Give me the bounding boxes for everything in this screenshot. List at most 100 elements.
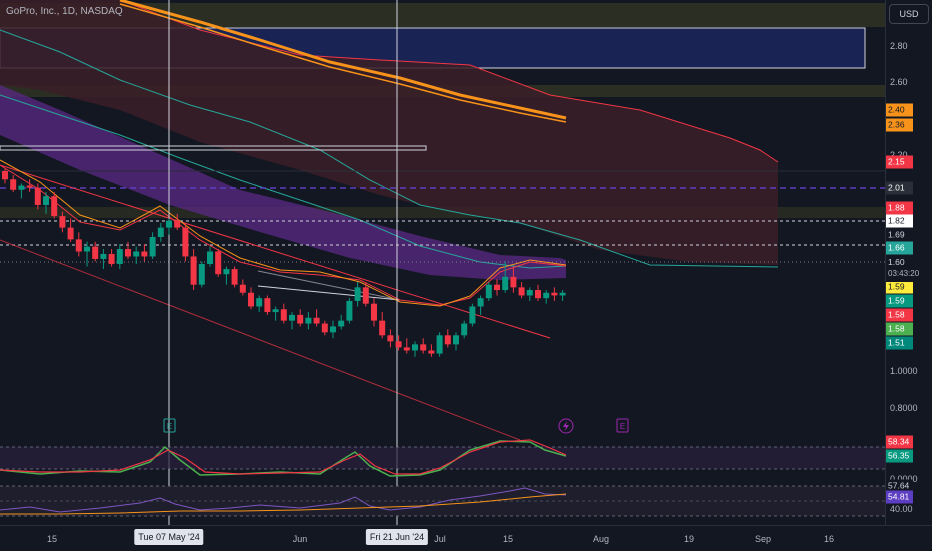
candle-body-42[interactable] <box>346 300 353 321</box>
red-trendline-lower[interactable] <box>0 239 521 441</box>
candle-body-38[interactable] <box>313 317 320 324</box>
candle-body-24[interactable] <box>198 263 205 285</box>
candle-body-23[interactable] <box>190 256 197 285</box>
candle-body-10[interactable] <box>84 246 90 252</box>
time-tick-15-jul: 15 <box>502 534 514 544</box>
candle-body-48[interactable] <box>395 341 402 348</box>
candle-body-59[interactable] <box>485 284 492 299</box>
candle-body-32[interactable] <box>264 298 271 313</box>
candle-body-1[interactable] <box>10 179 17 190</box>
last-price-label: 1.60 <box>888 257 905 267</box>
candle-body-43[interactable] <box>354 287 361 301</box>
price-tick-2-20: 2.20 <box>890 150 908 160</box>
crosshair-date-label-2: Fri 21 Jun '24 <box>365 529 429 545</box>
price-tick-0-80: 0.8000 <box>890 403 918 413</box>
earnings-event-marker[interactable]: E <box>163 418 176 433</box>
candle-body-11[interactable] <box>92 246 99 259</box>
candle-body-54[interactable] <box>444 335 451 345</box>
candle-body-36[interactable] <box>297 314 304 324</box>
candle-body-45[interactable] <box>371 303 377 321</box>
candle-body-5[interactable] <box>43 196 49 205</box>
candle-body-22[interactable] <box>182 227 189 257</box>
candle-body-66[interactable] <box>543 292 550 299</box>
candle-body-9[interactable] <box>75 239 82 252</box>
candle-body-16[interactable] <box>133 251 140 257</box>
candle-body-50[interactable] <box>412 344 418 351</box>
candle-body-21[interactable] <box>174 220 181 228</box>
price-badge-7: 1.66 <box>886 241 913 255</box>
time-axis[interactable] <box>0 525 932 551</box>
red-trendline-upper[interactable] <box>0 164 551 339</box>
price-badge-0: 2.40 <box>886 103 913 117</box>
chart-title: GoPro, Inc., 1D, NASDAQ <box>6 6 123 17</box>
candle-body-3[interactable] <box>26 185 33 188</box>
candle-body-31[interactable] <box>256 298 263 307</box>
candle-body-41[interactable] <box>338 320 345 327</box>
candle-body-49[interactable] <box>403 347 410 351</box>
candle-body-35[interactable] <box>289 314 295 321</box>
candle-body-6[interactable] <box>51 196 58 217</box>
candle-body-39[interactable] <box>321 323 328 333</box>
candle-body-67[interactable] <box>551 292 558 296</box>
white-box-zone <box>0 145 427 151</box>
currency-button[interactable]: USD <box>889 4 929 24</box>
price-axis[interactable] <box>885 0 932 525</box>
candle-body-17[interactable] <box>141 251 148 257</box>
candle-body-29[interactable] <box>239 284 246 293</box>
teal-ma-line <box>0 94 567 269</box>
candle-body-28[interactable] <box>231 269 238 285</box>
candle-body-53[interactable] <box>436 335 443 354</box>
candle-body-52[interactable] <box>428 350 435 354</box>
svg-text:E: E <box>167 422 172 431</box>
oscillator-purple-line[interactable] <box>0 487 567 513</box>
oscillator-orange-line[interactable] <box>0 493 567 515</box>
candle-body-62[interactable] <box>510 276 517 288</box>
candle-body-18[interactable] <box>149 237 156 257</box>
candle-body-51[interactable] <box>420 344 427 351</box>
candle-body-27[interactable] <box>223 269 230 275</box>
candle-body-15[interactable] <box>125 249 131 257</box>
oscillator-red-line[interactable] <box>0 439 567 475</box>
candle-body-55[interactable] <box>453 335 459 345</box>
olive-zone-3 <box>0 207 885 218</box>
candle-body-47[interactable] <box>387 335 394 342</box>
candle-body-61[interactable] <box>502 276 509 291</box>
candle-body-14[interactable] <box>116 249 123 264</box>
candle-body-12[interactable] <box>100 253 107 259</box>
candle-body-34[interactable] <box>280 309 287 321</box>
time-tick-jun: Jun <box>292 534 308 544</box>
lightning-event-icon[interactable] <box>558 418 574 434</box>
candle-body-58[interactable] <box>477 298 484 307</box>
white-trendline[interactable] <box>257 285 401 301</box>
candle-body-2[interactable] <box>18 185 25 190</box>
candle-body-68[interactable] <box>559 292 566 296</box>
candle-body-60[interactable] <box>494 284 500 291</box>
candle-body-30[interactable] <box>248 292 254 307</box>
candle-body-26[interactable] <box>215 251 222 275</box>
candle-body-19[interactable] <box>157 227 164 238</box>
candle-body-13[interactable] <box>108 253 115 264</box>
time-tick-jul: Jul <box>434 534 446 544</box>
candle-body-44[interactable] <box>362 287 369 304</box>
candle-body-46[interactable] <box>379 320 386 336</box>
candle-body-57[interactable] <box>469 306 476 324</box>
candle-body-63[interactable] <box>518 287 525 296</box>
candle-body-40[interactable] <box>330 326 336 333</box>
candle-body-8[interactable] <box>67 227 74 240</box>
price-badge-12: 1.51 <box>886 336 913 350</box>
candle-body-7[interactable] <box>59 216 66 228</box>
candle-body-56[interactable] <box>461 323 468 336</box>
candle-body-25[interactable] <box>207 251 213 264</box>
price-chart[interactable]: E E <box>0 0 885 525</box>
candle-body-64[interactable] <box>526 290 533 296</box>
candle-body-20[interactable] <box>166 220 172 228</box>
candle-body-65[interactable] <box>535 290 541 299</box>
candle-body-33[interactable] <box>272 309 279 313</box>
candle-body-37[interactable] <box>305 317 312 324</box>
earnings-event-marker-2[interactable]: E <box>616 418 629 433</box>
candle-body-0[interactable] <box>2 171 8 180</box>
white-trendline-2[interactable] <box>257 270 401 301</box>
candle-body-4[interactable] <box>34 187 41 205</box>
svg-text:E: E <box>620 422 625 431</box>
price-badge-15: 57.64 <box>886 479 913 493</box>
